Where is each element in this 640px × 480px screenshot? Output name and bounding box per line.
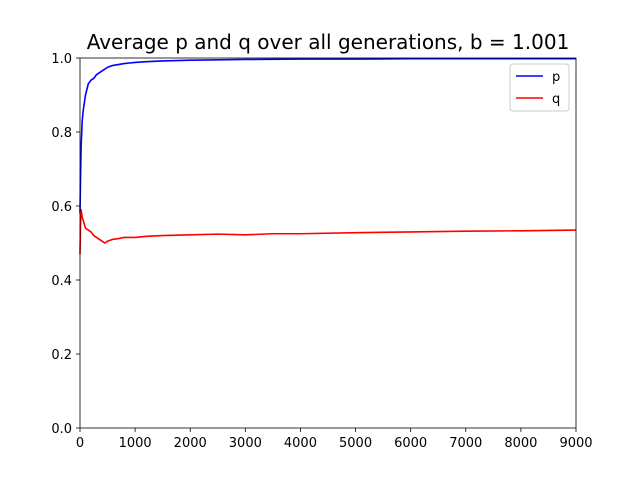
- axes-frame: [79, 57, 577, 429]
- axes: 0 1000 2000 3000 4000 5000 6000 7000 8000 9000 0.0…: [51, 52, 592, 451]
- y-tick-label: 1.0: [51, 52, 72, 67]
- x-tick-label: 1000: [119, 436, 152, 451]
- y-tick-label: 0.2: [51, 348, 72, 363]
- series-line-p: [79, 57, 576, 214]
- y-tick-label: 0.4: [51, 274, 72, 289]
- y-tick-label: 0.8: [51, 126, 72, 141]
- x-tick-label: 4000: [284, 436, 317, 451]
- series-line-q: [79, 208, 577, 255]
- x-tick-label: 0: [76, 436, 84, 451]
- plot-area: [79, 57, 577, 255]
- legend: pq: [509, 63, 570, 112]
- x-tick-label: 8000: [504, 436, 537, 451]
- x-tick-label: 5000: [339, 436, 372, 451]
- chart-title: Average p and q over all generations, b …: [87, 30, 570, 54]
- x-tick-label: 3000: [229, 436, 262, 451]
- legend-label-q: q: [552, 92, 560, 107]
- legend-label-p: p: [552, 70, 560, 85]
- x-tick-label: 6000: [394, 436, 427, 451]
- y-tick-label: 0.6: [51, 200, 72, 215]
- x-tick-label: 2000: [174, 436, 207, 451]
- y-tick-label: 0.0: [51, 422, 72, 437]
- x-tick-label: 7000: [449, 436, 482, 451]
- x-tick-label: 9000: [559, 436, 592, 451]
